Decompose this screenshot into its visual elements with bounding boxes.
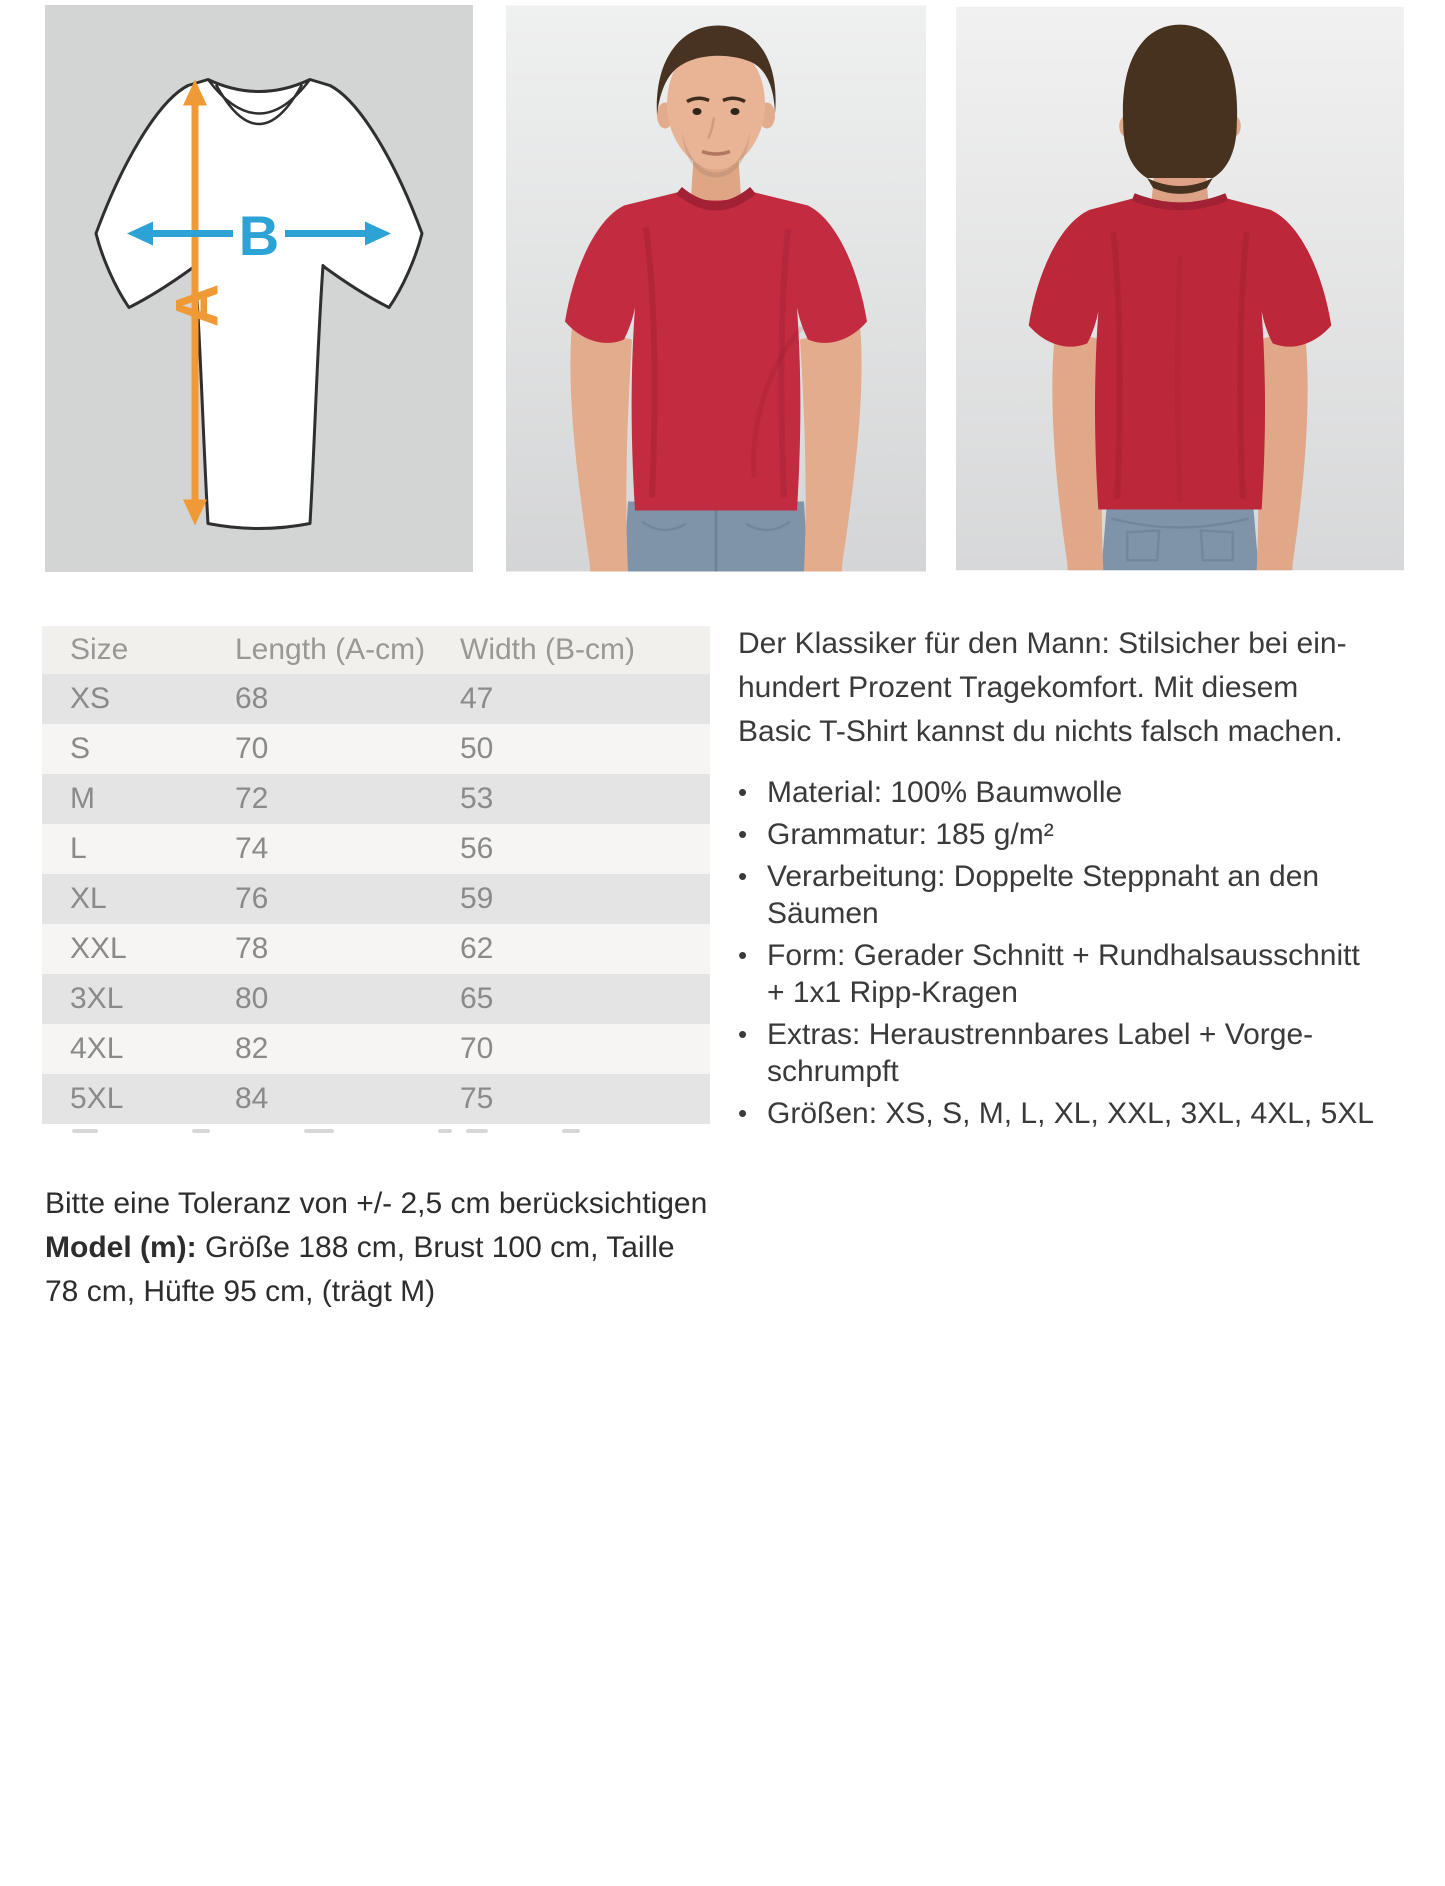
model-photo-front: [506, 5, 926, 572]
bullet-item-extras: • Extras: Heraustrennbares Label + Vorge…: [738, 1016, 1398, 1090]
cell-width: 70: [460, 1032, 494, 1065]
bullet-item-form: • Form: Gerader Schnitt + Rundhalsaussch…: [738, 937, 1398, 1011]
cell-width: 56: [460, 832, 494, 865]
size-chart: Size Length (A-cm) Width (B-cm) XS 68 47…: [42, 626, 710, 1124]
cell-size: XL: [70, 882, 107, 915]
cell-width: 53: [460, 782, 494, 815]
table-cutoff-strip: [42, 1127, 710, 1138]
bullet-line: Material: 100% Baumwolle: [767, 776, 1123, 809]
tshirt-outline: [94, 78, 424, 530]
bullet-line: Form: Gerader Schnitt + Rundhalsausschni…: [767, 939, 1360, 972]
cell-width: 50: [460, 732, 494, 765]
cell-length: 72: [235, 782, 269, 815]
table-row-3xl: 3XL 80 65: [42, 974, 710, 1024]
bullet-dot: •: [738, 1019, 748, 1049]
header-size: Size: [70, 633, 129, 666]
bullet-item-grammatur: • Grammatur: 185 g/m²: [738, 816, 1398, 853]
cell-length: 76: [235, 882, 269, 915]
model-info-line1: Model (m): Größe 188 cm, Brust 100 cm, T…: [45, 1226, 707, 1270]
intro-line: Basic T-Shirt kannst du nichts falsch ma…: [738, 715, 1343, 748]
bullet-dot: •: [738, 819, 748, 849]
bullet-item-groessen: • Größen: XS, S, M, L, XL, XXL, 3XL, 4XL…: [738, 1095, 1398, 1132]
cell-size: 5XL: [70, 1082, 124, 1115]
arms-back: [1052, 327, 1308, 571]
cell-size: 4XL: [70, 1032, 124, 1065]
cell-width: 75: [460, 1082, 494, 1115]
bullet-dot: •: [738, 777, 748, 807]
cell-length: 68: [235, 682, 269, 715]
table-row-5xl: 5XL 84 75: [42, 1074, 710, 1124]
tolerance-note: Bitte eine Toleranz von +/- 2,5 cm berüc…: [45, 1187, 708, 1220]
bullet-line: Verarbeitung: Doppelte Steppnaht an den: [767, 860, 1320, 893]
cell-length: 84: [235, 1082, 269, 1115]
size-diagram: A B: [45, 5, 473, 572]
bullet-item-verarbeitung: • Verarbeitung: Doppelte Steppnaht an de…: [738, 858, 1398, 932]
cell-length: 82: [235, 1032, 269, 1065]
model-info-label: Model (m):: [45, 1231, 197, 1264]
model-photo-back: [956, 5, 1404, 572]
table-row-m: M 72 53: [42, 774, 710, 824]
product-description: Der Klassiker für den Mann: Stilsicher b…: [738, 622, 1398, 1137]
cell-length: 74: [235, 832, 269, 865]
cell-width: 62: [460, 932, 494, 965]
header-width: Width (B-cm): [460, 633, 635, 666]
measure-arrow-b: B: [127, 204, 391, 267]
tshirt-measurement-illustration: A B: [94, 78, 424, 530]
arrow-b-label: B: [239, 204, 279, 267]
intro-line: Der Klassiker für den Mann: Stilsicher b…: [738, 627, 1347, 660]
bullet-dot: •: [738, 861, 748, 891]
bullet-line: schrumpft: [767, 1055, 899, 1088]
bullet-line: Grammatur: 185 g/m²: [767, 818, 1054, 851]
intro-line: hundert Prozent Tragekomfort. Mit diesem: [738, 671, 1299, 704]
measurement-note: Bitte eine Toleranz von +/- 2,5 cm berüc…: [45, 1182, 707, 1314]
bullet-line: Säumen: [767, 897, 879, 930]
cell-size: XXL: [70, 932, 127, 965]
cell-length: 80: [235, 982, 269, 1015]
cell-width: 65: [460, 982, 494, 1015]
head-back: [1119, 24, 1241, 194]
table-row-4xl: 4XL 82 70: [42, 1024, 710, 1074]
arms-front: [570, 325, 862, 572]
cell-width: 47: [460, 682, 494, 715]
model-back-illustration: [956, 6, 1404, 571]
tshirt-back: [1028, 193, 1332, 510]
cell-size: 3XL: [70, 982, 124, 1015]
size-chart-header-row: Size Length (A-cm) Width (B-cm): [42, 626, 710, 674]
model-info-line2: 78 cm, Hüfte 95 cm, (trägt M): [45, 1275, 436, 1308]
cell-size: M: [70, 782, 95, 815]
table-row-l: L 74 56: [42, 824, 710, 874]
bullet-dot: •: [738, 1098, 748, 1128]
cell-width: 59: [460, 882, 494, 915]
cell-size: L: [70, 832, 87, 865]
bullet-dot: •: [738, 940, 748, 970]
cell-length: 78: [235, 932, 269, 965]
jeans-back: [1101, 498, 1259, 571]
cell-size: S: [70, 732, 91, 765]
arrow-a-label: A: [164, 284, 231, 327]
intro-paragraph: Der Klassiker für den Mann: Stilsicher b…: [738, 622, 1398, 754]
bullet-line: Extras: Heraustrennbares Label + Vorge-: [767, 1018, 1314, 1051]
table-row-xl: XL 76 59: [42, 874, 710, 924]
model-front-illustration: [506, 5, 926, 572]
table-row-xxl: XXL 78 62: [42, 924, 710, 974]
jeans-front: [624, 501, 808, 572]
model-info-text: Größe 188 cm, Brust 100 cm, Taille: [196, 1231, 675, 1264]
feature-bullet-list: • Material: 100% Baumwolle • Grammatur: …: [738, 774, 1398, 1132]
table-row-xs: XS 68 47: [42, 674, 710, 724]
bullet-item-material: • Material: 100% Baumwolle: [738, 774, 1398, 811]
header-length: Length (A-cm): [235, 633, 426, 666]
table-row-s: S 70 50: [42, 724, 710, 774]
measure-arrow-a: A: [164, 79, 231, 526]
bullet-line: + 1x1 Ripp-Kragen: [767, 976, 1018, 1009]
face: [656, 25, 776, 178]
bullet-line: Größen: XS, S, M, L, XL, XXL, 3XL, 4XL, …: [767, 1097, 1374, 1130]
cell-size: XS: [70, 682, 111, 715]
tshirt-front: [565, 186, 867, 511]
cell-length: 70: [235, 732, 269, 765]
